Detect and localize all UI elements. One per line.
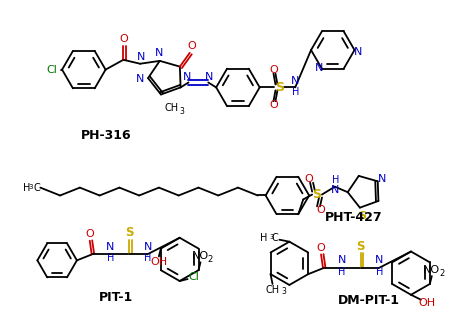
Text: S: S — [275, 81, 284, 94]
Text: N: N — [375, 255, 383, 265]
Text: N: N — [354, 47, 363, 57]
Text: N: N — [315, 63, 323, 73]
Text: C: C — [33, 182, 40, 193]
Text: N: N — [155, 48, 163, 58]
Text: O: O — [317, 243, 326, 252]
Text: S: S — [356, 240, 365, 253]
Text: C: C — [272, 233, 279, 243]
Text: O: O — [269, 65, 278, 75]
Text: N: N — [205, 72, 213, 82]
Text: 3: 3 — [269, 234, 273, 240]
Text: H: H — [145, 253, 152, 263]
Text: S: S — [125, 226, 134, 239]
Text: N: N — [377, 174, 386, 184]
Text: H: H — [338, 267, 346, 277]
Text: Cl: Cl — [47, 65, 58, 75]
Text: Cl: Cl — [188, 272, 199, 282]
Text: OH: OH — [150, 257, 167, 267]
Text: S: S — [312, 188, 321, 201]
Text: N: N — [106, 242, 115, 251]
Text: 3: 3 — [281, 287, 286, 296]
Text: NO: NO — [192, 251, 209, 261]
Text: 2: 2 — [208, 255, 213, 264]
Text: O: O — [269, 100, 278, 110]
Text: O: O — [305, 174, 313, 184]
Text: N: N — [144, 242, 152, 251]
Text: 3: 3 — [28, 183, 33, 190]
Text: O: O — [317, 205, 325, 215]
Text: NO: NO — [423, 265, 440, 275]
Text: H: H — [332, 175, 339, 185]
Text: N: N — [136, 74, 145, 84]
Text: N: N — [183, 72, 191, 82]
Text: CH: CH — [265, 285, 280, 295]
Text: O: O — [119, 34, 128, 44]
Text: PIT-1: PIT-1 — [100, 291, 134, 304]
Text: H: H — [292, 87, 299, 97]
Text: PHT-427: PHT-427 — [325, 211, 383, 224]
Text: CH: CH — [165, 103, 179, 113]
Text: OH: OH — [418, 298, 435, 308]
Text: H: H — [107, 253, 114, 263]
Text: 2: 2 — [439, 269, 444, 278]
Text: H: H — [260, 233, 268, 243]
Text: H: H — [376, 267, 383, 277]
Text: N: N — [331, 184, 339, 195]
Text: PH-316: PH-316 — [81, 129, 132, 142]
Text: N: N — [137, 52, 146, 62]
Text: DM-PIT-1: DM-PIT-1 — [337, 294, 400, 307]
Text: H: H — [23, 182, 30, 193]
Text: N: N — [337, 255, 346, 265]
Text: 3: 3 — [180, 107, 184, 116]
Text: S: S — [358, 211, 366, 220]
Text: O: O — [85, 229, 94, 239]
Text: N: N — [291, 76, 300, 85]
Text: O: O — [187, 41, 196, 51]
